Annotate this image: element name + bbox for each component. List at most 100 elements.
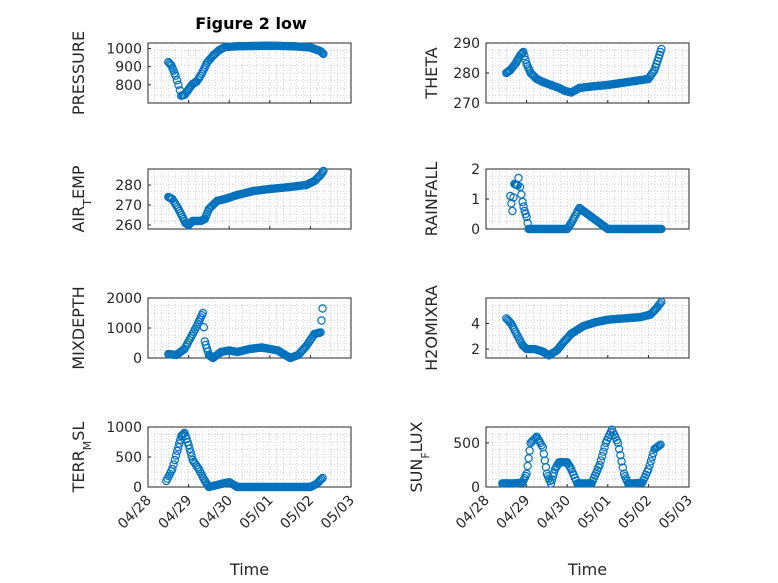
data-point: [173, 446, 182, 456]
data-point: [171, 71, 180, 80]
data-point: [655, 299, 665, 308]
data-point: [649, 67, 658, 77]
data-point: [614, 444, 624, 454]
data-point: [597, 451, 607, 461]
y-tick-label: 270: [115, 198, 142, 214]
data-point: [317, 475, 326, 484]
data-point: [525, 446, 534, 455]
data-point: [196, 71, 205, 81]
data-point: [657, 224, 666, 234]
data-point: [618, 463, 628, 472]
data-point: [646, 457, 656, 466]
data-point: [653, 442, 663, 451]
data-point: [318, 168, 327, 177]
x-tick-label: 05/02: [277, 493, 317, 533]
data-point: [595, 460, 604, 470]
x-tick-label: 04/30: [196, 493, 236, 533]
axes-pressure: 800 900 1000 PRESSURE: [69, 31, 352, 115]
data-point: [522, 469, 531, 478]
data-point: [317, 47, 326, 57]
data-point: [508, 206, 517, 216]
data-point: [315, 476, 325, 485]
y-axis-label: H2OMIXRA: [422, 285, 441, 371]
data-point: [549, 468, 559, 478]
y-tick-label: 1000: [106, 420, 142, 436]
y-tick-label: 280: [115, 178, 142, 194]
data-point: [175, 439, 184, 448]
data-point: [316, 46, 325, 56]
data-point: [193, 463, 202, 472]
x-tick-label: 05/01: [237, 493, 277, 533]
y-tick-label: 1: [471, 192, 480, 208]
data-point: [596, 456, 606, 465]
y-tick-label: 280: [453, 66, 480, 82]
y-tick-label: 2: [471, 162, 480, 178]
y-tick-label: 500: [453, 436, 480, 452]
data-point: [656, 440, 665, 449]
x-axis-label: Time: [567, 560, 607, 579]
data-point: [318, 48, 327, 58]
data-point: [168, 464, 177, 474]
data-point: [613, 438, 623, 448]
y-tick-label: 500: [115, 450, 142, 466]
x-tick-label: 05/01: [575, 493, 615, 533]
data-point: [319, 166, 328, 176]
y-tick-label: 4: [471, 317, 480, 333]
y-tick-label: 270: [453, 96, 480, 112]
data-point: [318, 304, 327, 313]
data-point: [657, 44, 666, 54]
data-point: [655, 441, 664, 450]
x-tick-label: 04/28: [115, 493, 155, 533]
data-point: [171, 451, 181, 460]
data-point: [317, 316, 326, 325]
y-axis-label: TERRMSL: [69, 422, 94, 494]
data-point: [172, 76, 182, 85]
data-point: [199, 323, 209, 332]
y-tick-label: 1000: [106, 41, 142, 57]
data-point: [520, 51, 529, 61]
data-point: [518, 197, 527, 207]
x-axis-label: Time: [229, 560, 269, 579]
x-tick-label: 05/03: [656, 493, 696, 533]
x-tick-label: 04/30: [534, 493, 574, 533]
data-point: [169, 460, 178, 469]
axes-terr-msl: 0 500 1000 04/28 04/29 04/30 05/01 05/02 05/03 TE…: [69, 420, 358, 579]
axes-h2omixra: 2 4 H2OMIXRA: [422, 285, 690, 371]
axes-rainfall: 0 1 2 RAINFALL: [422, 162, 690, 238]
x-tick-label: 05/02: [615, 493, 655, 533]
data-point: [170, 455, 179, 465]
y-tick-label: 2: [471, 342, 480, 358]
data-point: [649, 448, 658, 458]
data-point: [185, 444, 194, 453]
data-point: [543, 350, 552, 359]
data-point: [522, 212, 531, 222]
data-point: [174, 80, 183, 90]
axes-air-temp: 260 270 280 AIRTEMP: [69, 165, 352, 234]
y-tick-label: 290: [453, 36, 480, 52]
axes-sun-flux: 0 500 04/28 04/29 04/30 05/01 05/02 05/03 SUNFLU…: [407, 421, 696, 579]
data-point: [187, 452, 196, 461]
axes-mixdepth: 0 1000 2000 MIXDEPTH: [69, 286, 352, 370]
x-tick-label: 04/28: [453, 493, 493, 533]
y-tick-label: 0: [471, 480, 480, 496]
y-tick-label: 800: [115, 78, 142, 94]
data-point: [174, 443, 183, 452]
figure-title: Figure 2 low: [195, 14, 307, 33]
y-tick-label: 0: [471, 222, 480, 238]
data-point: [523, 461, 532, 471]
y-axis-label: RAINFALL: [422, 162, 441, 237]
y-axis-label: AIRTEMP: [69, 165, 94, 232]
y-tick-label: 900: [115, 60, 142, 76]
data-point: [600, 443, 609, 452]
data-point: [514, 173, 523, 183]
axes-theta: 270 280 290 THETA: [422, 36, 690, 112]
data-point: [519, 47, 528, 57]
data-point: [644, 465, 653, 474]
y-tick-label: 0: [133, 480, 142, 496]
data-point: [318, 473, 327, 483]
data-point: [616, 451, 625, 460]
data-point: [566, 463, 575, 472]
x-tick-label: 05/03: [318, 493, 358, 533]
data-point: [186, 448, 195, 457]
